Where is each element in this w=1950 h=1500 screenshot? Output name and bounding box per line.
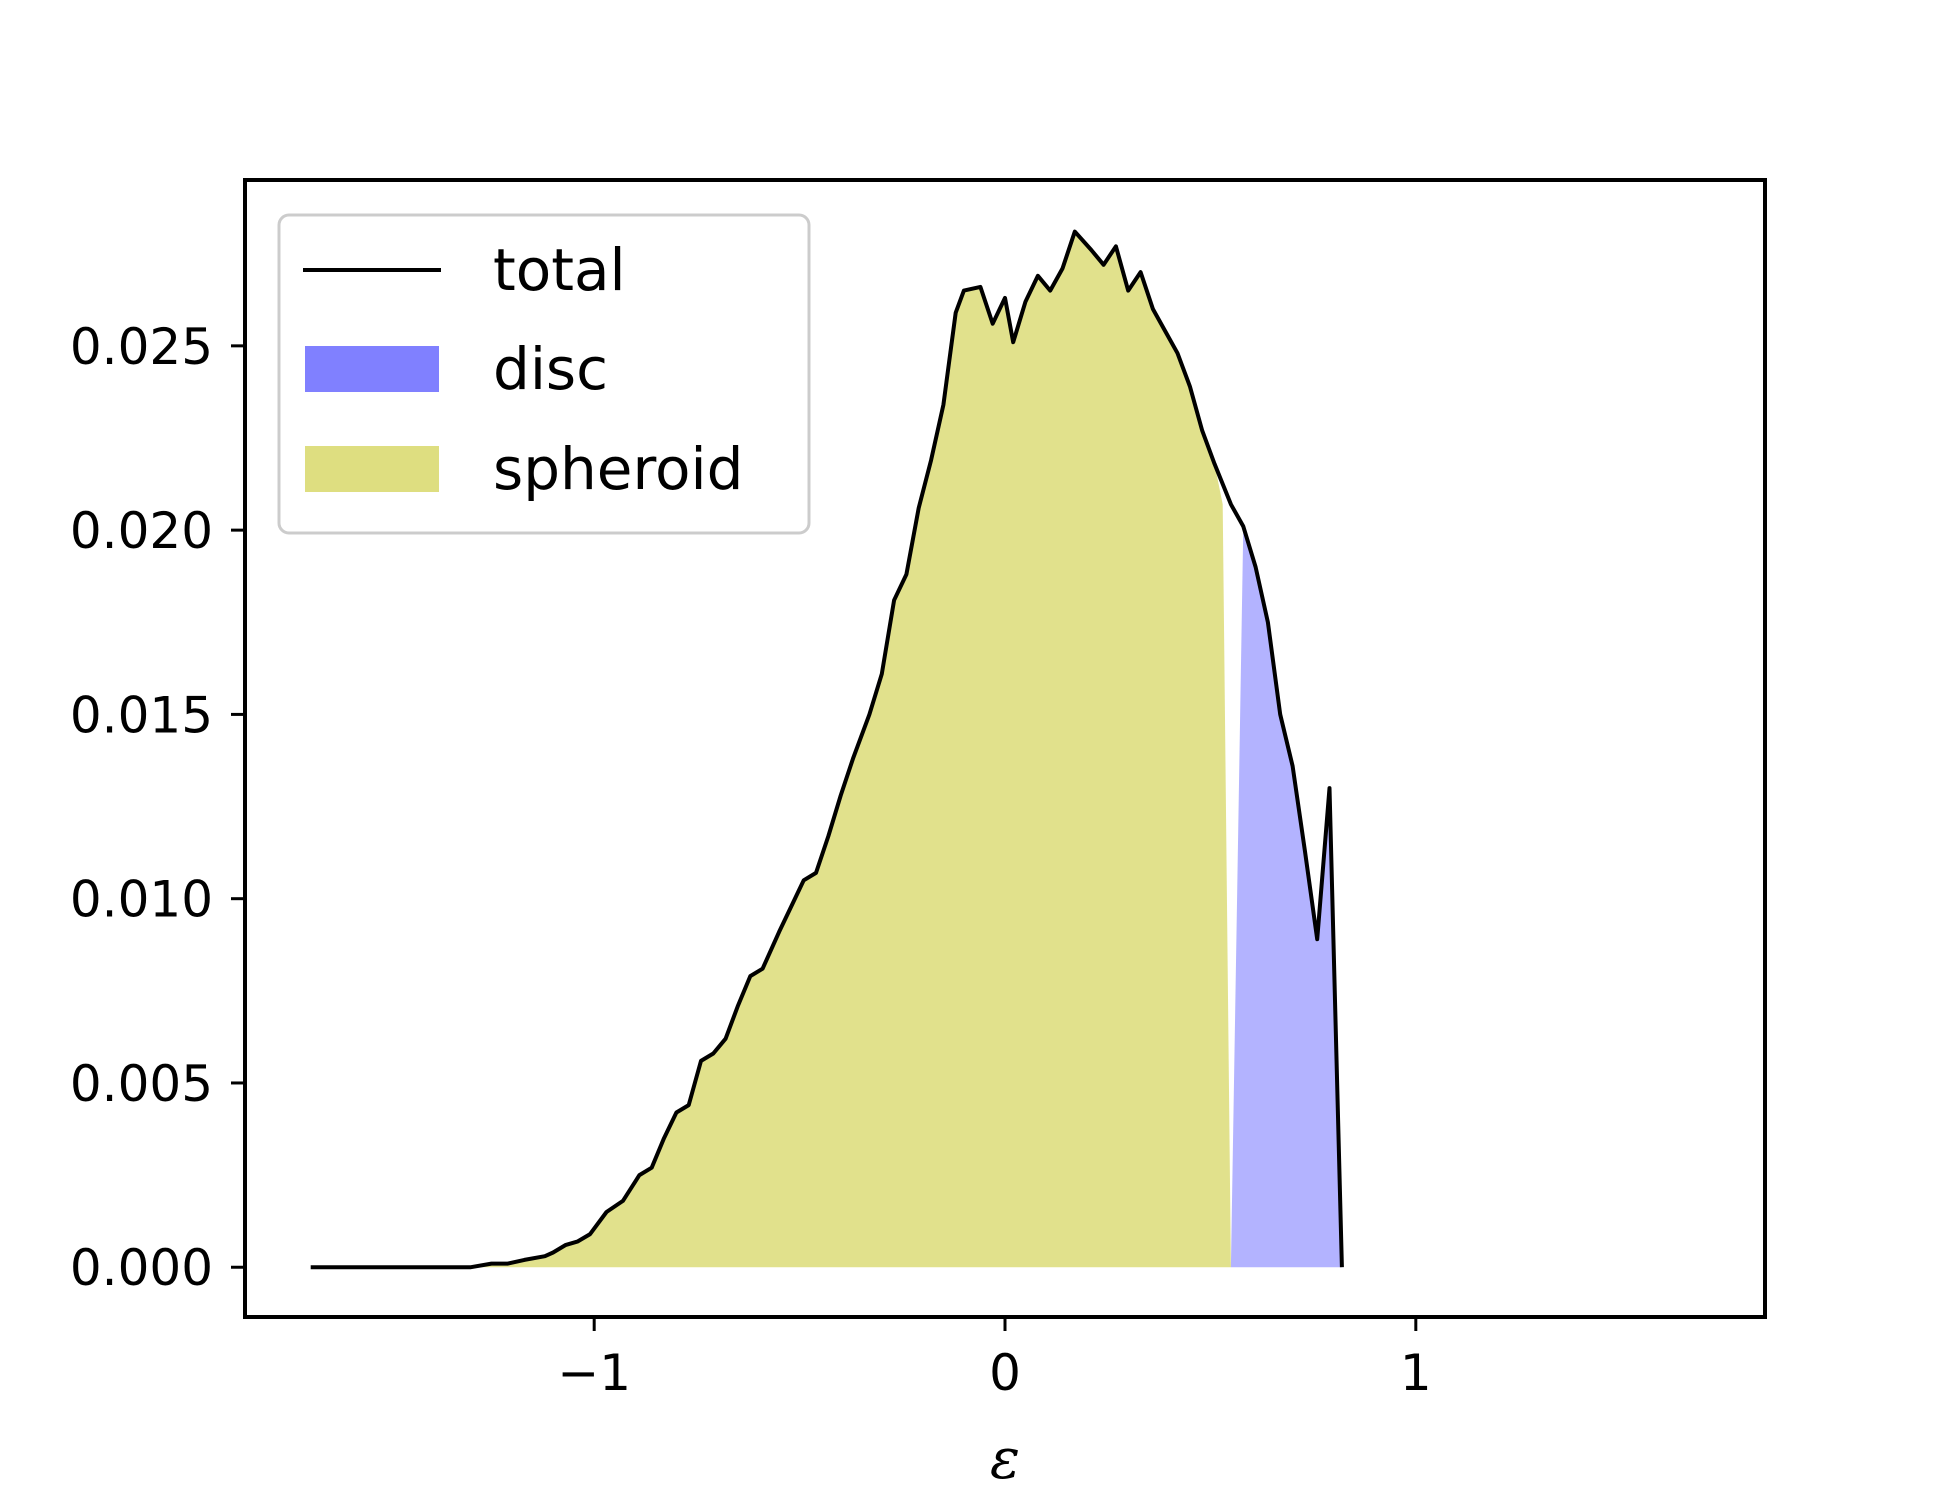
y-axis: 0.000 0.005 0.010 0.015 0.020 0.025: [70, 318, 245, 1297]
area-disc: [1230, 526, 1342, 1268]
area-spheroid: [310, 231, 1231, 1268]
x-axis: −1 0 1: [557, 1317, 1432, 1402]
series-layer: [310, 229, 1344, 1270]
legend-label-disc: disc: [493, 335, 608, 403]
y-tick-label: 0.020: [70, 502, 213, 560]
y-tick-label: 0.010: [70, 871, 213, 929]
legend-label-total: total: [493, 236, 626, 304]
y-tick-label: 0.015: [70, 686, 213, 744]
legend-swatch-spheroid: [305, 446, 439, 492]
legend: total disc spheroid: [277, 213, 811, 535]
y-tick-label: 0.000: [70, 1239, 213, 1297]
y-tick-label: 0.025: [70, 318, 213, 376]
x-tick-label: 0: [989, 1344, 1021, 1402]
x-axis-label: ε: [990, 1427, 1020, 1492]
x-tick-label: 1: [1400, 1344, 1432, 1402]
y-tick-label: 0.005: [70, 1055, 213, 1113]
legend-label-spheroid: spheroid: [493, 435, 743, 503]
legend-swatch-disc: [305, 346, 439, 392]
x-tick-label: −1: [557, 1344, 631, 1402]
line-total: [310, 229, 1344, 1270]
